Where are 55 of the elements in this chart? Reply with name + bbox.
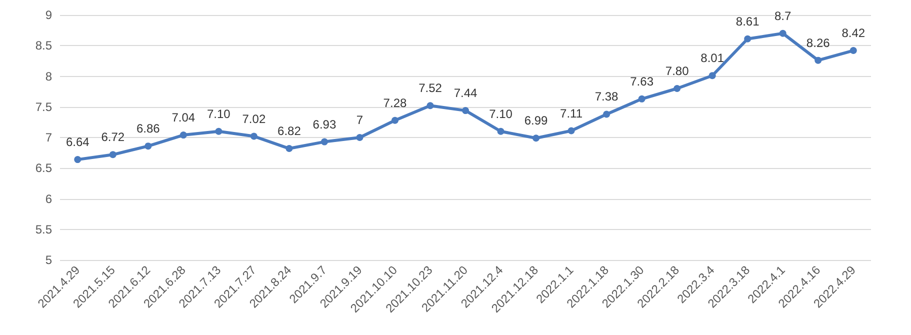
data-label: 8.26 [806, 36, 830, 50]
data-label: 8.01 [700, 51, 724, 66]
data-label: 7.38 [594, 90, 619, 104]
point [532, 134, 540, 142]
point [744, 35, 752, 42]
y-tick-label: 6 [45, 192, 52, 206]
point [286, 145, 293, 152]
data-label: 6.86 [136, 122, 160, 136]
point [109, 151, 116, 158]
point [568, 127, 575, 134]
y-tick-label: 5.5 [35, 222, 52, 236]
y-tick-label: 7 [45, 130, 52, 144]
data-label: 8.7 [774, 8, 792, 23]
point [180, 132, 187, 139]
data-label: 8.61 [736, 14, 760, 28]
point [215, 128, 222, 135]
data-label: 6.72 [101, 130, 125, 144]
data-label: 6.64 [66, 135, 90, 150]
point [674, 85, 681, 92]
point [144, 142, 152, 150]
y-tick-label: 8 [45, 69, 52, 84]
data-label: 7.52 [418, 81, 442, 96]
data-label: 7.04 [172, 110, 196, 125]
y-tick-label: 5 [45, 253, 52, 267]
data-label: 6.93 [312, 117, 336, 132]
point [391, 116, 398, 124]
data-label: 7.11 [560, 106, 583, 120]
point [779, 30, 786, 37]
data-label: 7.10 [206, 106, 231, 121]
point [320, 138, 328, 146]
point [356, 134, 364, 141]
point [426, 102, 434, 110]
data-label: 7 [356, 113, 364, 127]
point [708, 72, 716, 80]
point [603, 110, 610, 118]
data-label: 7.80 [665, 64, 690, 78]
y-tick-label: 9 [45, 8, 52, 22]
data-label: 6.82 [278, 124, 302, 138]
point [497, 128, 504, 135]
data-label: 7.44 [454, 86, 478, 100]
data-label: 7.10 [489, 106, 513, 121]
data-label: 7.28 [383, 96, 407, 110]
data-label: 7.63 [630, 74, 654, 88]
point [850, 47, 857, 54]
data-label: 7.02 [242, 112, 266, 126]
point [814, 56, 822, 64]
data-label: 6.99 [524, 114, 548, 128]
point [638, 95, 646, 102]
point [462, 107, 469, 114]
point [74, 156, 82, 164]
y-tick-label: 7.5 [35, 100, 52, 114]
y-tick-label: 6.5 [35, 161, 52, 176]
point [250, 132, 258, 140]
data-label: 8.42 [842, 26, 866, 40]
y-tick-label: 8.5 [35, 38, 52, 53]
